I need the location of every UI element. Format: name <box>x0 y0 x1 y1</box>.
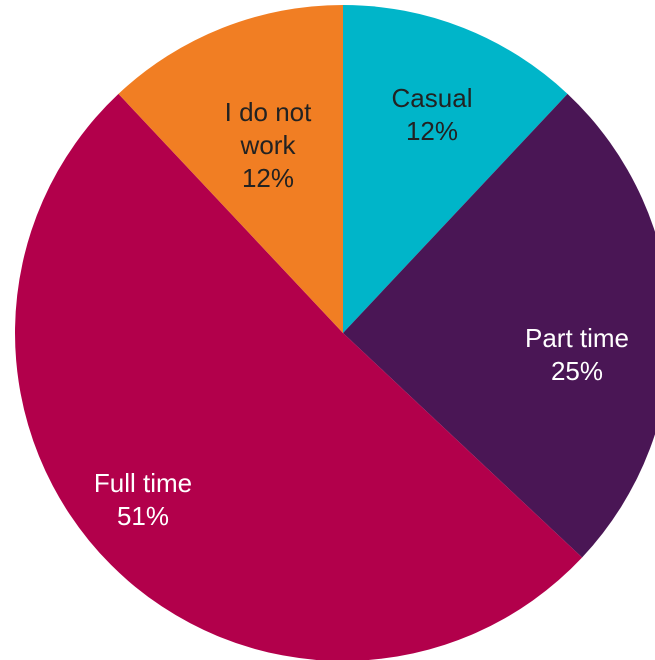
category-label: Casual <box>391 83 473 113</box>
pie-slice <box>343 5 568 333</box>
pie-slice <box>343 93 655 558</box>
value-label: 25% <box>550 356 604 386</box>
slice-label-box: I do not work 12% <box>198 65 338 225</box>
value-label: 51% <box>116 501 170 531</box>
pie-slice <box>15 93 583 660</box>
category-label: Full time <box>93 468 193 498</box>
slice-label-box: Full time 51% <box>73 420 213 580</box>
category-label: Part time <box>524 323 630 353</box>
slice-label-box: Part time 25% <box>507 275 647 435</box>
value-label: 12% <box>241 162 295 193</box>
slice-label-box: Casual 12% <box>362 35 502 195</box>
pie-slice <box>118 5 343 333</box>
value-label: 12% <box>405 116 459 146</box>
category-label: I do not work <box>224 96 312 160</box>
